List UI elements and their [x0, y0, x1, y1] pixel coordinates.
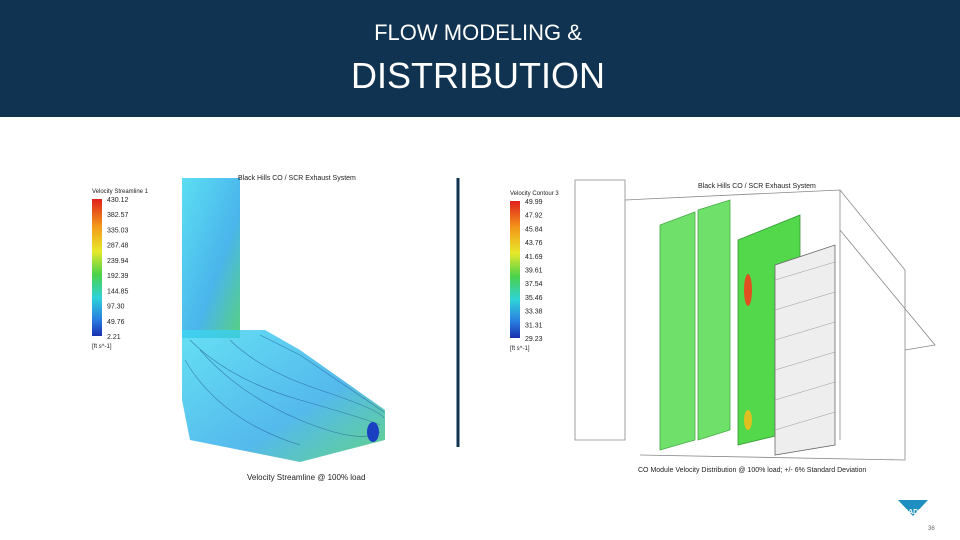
page-number: 36: [928, 526, 935, 532]
image-title: Black Hills CO / SCR Exhaust System: [238, 175, 356, 182]
legend-label: 31.31: [525, 322, 543, 329]
color-bar: [92, 199, 102, 336]
image-caption: CO Module Velocity Distribution @ 100% l…: [638, 467, 866, 474]
legend-unit: [ft s^-1]: [510, 346, 530, 352]
contour-image: [574, 179, 936, 461]
legend-label: 239.94: [107, 258, 129, 265]
legend-label: 382.57: [107, 212, 129, 219]
color-bar: [510, 201, 520, 338]
legend-label: 43.76: [525, 240, 543, 247]
streamline-image: [182, 178, 385, 462]
legend-label: 49.99: [525, 199, 543, 206]
legend-label: 29.23: [525, 336, 543, 343]
legend-label: 430.12: [107, 197, 129, 204]
legend-label: 35.46: [525, 295, 543, 302]
legend-label: 97.30: [107, 304, 125, 311]
legend-label: 47.92: [525, 213, 543, 220]
header-title: FLOW MODELING &: [374, 20, 582, 45]
legend-label: 37.54: [525, 281, 543, 288]
header-title: DISTRIBUTION: [351, 55, 605, 96]
legend-label: 49.76: [107, 319, 125, 326]
logo-text: BRADEN: [898, 509, 928, 516]
legend-label: 287.48: [107, 243, 129, 250]
logo: BRADEN 36: [898, 500, 935, 532]
legend-label: 33.38: [525, 309, 543, 316]
header-bar: [0, 0, 960, 117]
image-title: Black Hills CO / SCR Exhaust System: [698, 183, 816, 190]
legend-unit: [ft s^-1]: [92, 344, 112, 350]
image-caption: Velocity Streamline @ 100% load: [247, 473, 365, 482]
legend-label: 2.21: [107, 334, 121, 341]
legend-label: 45.84: [525, 226, 543, 233]
legend-title: Velocity Contour 3: [510, 191, 559, 197]
legend-label: 192.39: [107, 273, 129, 280]
legend-label: 335.03: [107, 227, 129, 234]
legend-label: 41.69: [525, 254, 543, 261]
legend-title: Velocity Streamline 1: [92, 189, 149, 195]
legend-label: 144.85: [107, 288, 129, 295]
legend-label: 39.61: [525, 268, 543, 275]
